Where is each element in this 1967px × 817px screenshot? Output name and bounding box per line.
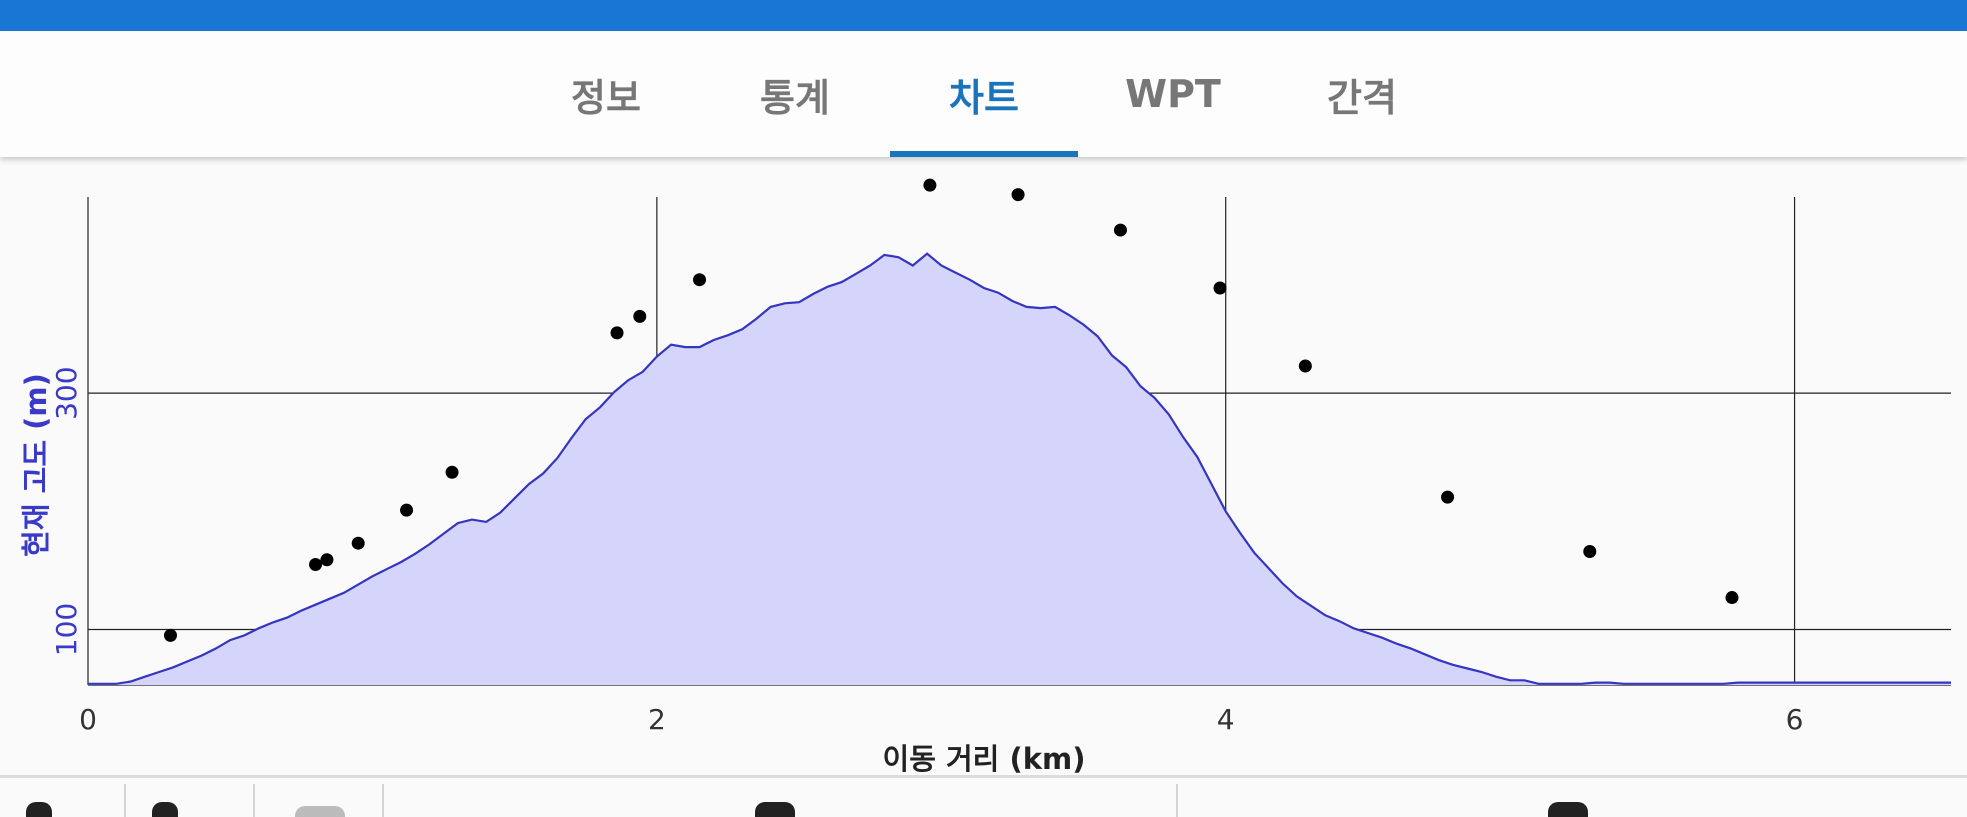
waypoint-point bbox=[351, 536, 365, 550]
tab-interval[interactable]: 간격 bbox=[1327, 75, 1397, 120]
toolbar-separator bbox=[382, 784, 384, 817]
bottom-toolbar bbox=[0, 778, 1967, 817]
waypoint-point bbox=[400, 503, 414, 517]
waypoint-point bbox=[633, 309, 647, 323]
x-tick-label: 6 bbox=[1786, 703, 1804, 736]
waypoint-markers bbox=[163, 178, 1739, 642]
tab-chart[interactable]: 차트 bbox=[890, 31, 1078, 157]
waypoint-point bbox=[1725, 591, 1739, 605]
toolbar-button-3[interactable] bbox=[295, 806, 345, 817]
tab-bar: 정보 통계 차트 WPT 간격 bbox=[0, 31, 1967, 157]
waypoint-point bbox=[163, 628, 177, 642]
x-tick-label: 4 bbox=[1217, 703, 1235, 736]
toolbar-separator bbox=[253, 784, 255, 817]
waypoint-point bbox=[309, 557, 323, 571]
tab-info[interactable]: 정보 bbox=[571, 75, 641, 120]
waypoint-point bbox=[320, 553, 334, 567]
x-tick-label: 0 bbox=[79, 703, 97, 736]
x-axis-label: 이동 거리 (km) bbox=[883, 742, 1086, 775]
waypoint-point bbox=[610, 326, 624, 340]
waypoint-point bbox=[1441, 490, 1455, 504]
toolbar-icon-right[interactable] bbox=[1548, 802, 1588, 817]
x-axis-ticks: 0 2 4 6 bbox=[79, 703, 1803, 736]
toolbar-button-1[interactable] bbox=[26, 802, 52, 817]
status-bar bbox=[0, 0, 1967, 31]
tab-stats[interactable]: 통계 bbox=[760, 75, 830, 120]
waypoint-point bbox=[693, 273, 707, 287]
y-tick-label: 300 bbox=[50, 366, 83, 419]
waypoint-point bbox=[1298, 359, 1312, 373]
elevation-line bbox=[88, 252, 1951, 685]
x-tick-label: 2 bbox=[648, 703, 666, 736]
y-axis-ticks: 100 300 bbox=[50, 366, 83, 656]
bottom-divider bbox=[0, 775, 1967, 778]
elevation-chart-svg: 0 2 4 6 100 300 이동 거리 (km) 현재 고도 (m) bbox=[19, 178, 1951, 776]
toolbar-button-2[interactable] bbox=[152, 802, 178, 817]
toolbar-separator bbox=[124, 784, 126, 817]
waypoint-point bbox=[1113, 223, 1127, 237]
y-axis-label: 현재 고도 (m) bbox=[19, 373, 53, 557]
y-tick-label: 100 bbox=[50, 603, 83, 656]
waypoint-point bbox=[923, 178, 937, 192]
waypoint-point bbox=[1011, 188, 1025, 202]
elevation-chart[interactable]: 0 2 4 6 100 300 이동 거리 (km) 현재 고도 (m) bbox=[0, 157, 1967, 776]
toolbar-icon-left[interactable] bbox=[755, 802, 795, 817]
tab-wpt[interactable]: WPT bbox=[1125, 72, 1221, 116]
elevation-area bbox=[88, 253, 1951, 685]
waypoint-point bbox=[1583, 544, 1597, 558]
waypoint-point bbox=[445, 465, 459, 479]
toolbar-separator bbox=[1176, 784, 1178, 817]
waypoint-point bbox=[1213, 281, 1227, 295]
